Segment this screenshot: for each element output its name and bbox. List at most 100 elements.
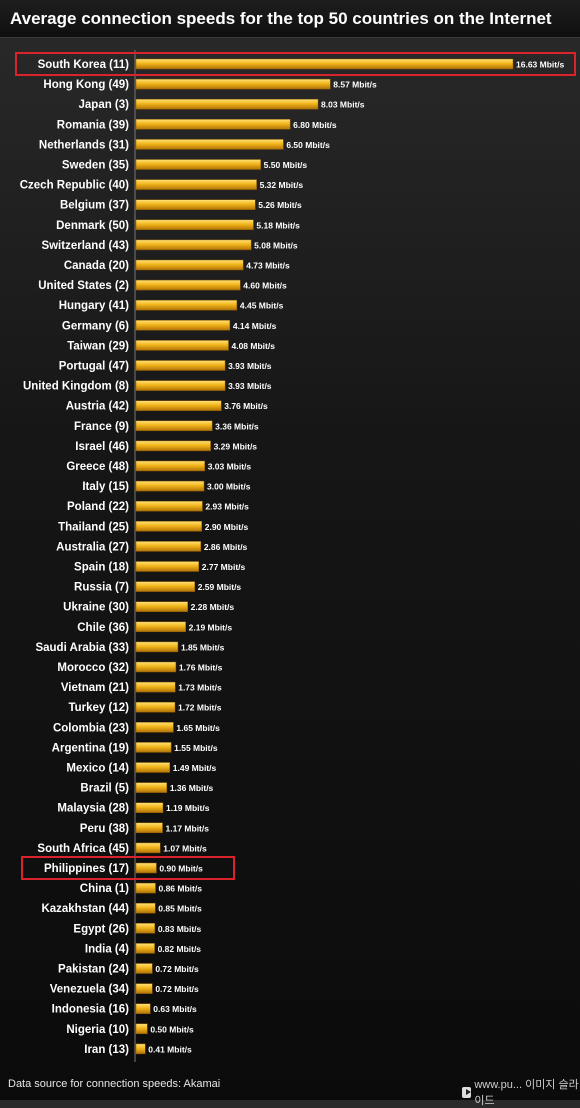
value-label: 0.86 Mbit/s xyxy=(158,884,202,894)
value-label: 1.76 Mbit/s xyxy=(179,663,223,673)
bar xyxy=(135,681,176,693)
category-label: United States (2) xyxy=(38,280,129,292)
value-label: 0.72 Mbit/s xyxy=(155,964,199,974)
bar xyxy=(135,661,177,673)
bar xyxy=(135,420,213,432)
category-label: Canada (20) xyxy=(64,260,129,272)
category-label: Argentina (19) xyxy=(52,742,129,754)
bar xyxy=(135,380,226,391)
value-label: 3.93 Mbit/s xyxy=(228,381,272,391)
value-label: 8.57 Mbit/s xyxy=(333,80,377,90)
value-label: 2.28 Mbit/s xyxy=(191,602,235,612)
bar xyxy=(135,360,226,371)
category-label: Switzerland (43) xyxy=(41,240,129,252)
bar xyxy=(135,279,241,291)
bar xyxy=(135,722,174,733)
bar xyxy=(135,219,254,231)
category-label: Greece (48) xyxy=(66,461,129,473)
bar xyxy=(135,983,153,994)
bar xyxy=(135,701,176,713)
value-label: 5.32 Mbit/s xyxy=(260,180,304,190)
chart-title: Average connection speeds for the top 50… xyxy=(0,0,580,38)
bar xyxy=(135,842,161,854)
category-label: Mexico (14) xyxy=(66,763,129,775)
category-label: Philippines (17) xyxy=(44,863,129,875)
category-label: Thailand (25) xyxy=(58,521,129,533)
bar xyxy=(135,782,168,793)
value-label: 4.14 Mbit/s xyxy=(233,321,277,331)
bar xyxy=(135,500,203,512)
category-label: France (9) xyxy=(74,421,129,433)
value-label: 1.73 Mbit/s xyxy=(178,683,222,693)
value-label: 0.90 Mbit/s xyxy=(159,864,203,874)
value-label: 2.86 Mbit/s xyxy=(204,542,248,552)
bar xyxy=(135,742,172,753)
category-label: Venezuela (34) xyxy=(50,984,129,996)
bar xyxy=(135,621,186,633)
value-label: 1.65 Mbit/s xyxy=(176,723,220,733)
bar xyxy=(135,78,331,90)
category-label: Ukraine (30) xyxy=(63,602,129,614)
value-label: 0.41 Mbit/s xyxy=(148,1044,192,1054)
value-label: 2.59 Mbit/s xyxy=(198,582,242,592)
value-label: 1.72 Mbit/s xyxy=(178,703,222,713)
value-label: 3.76 Mbit/s xyxy=(224,401,268,411)
value-label: 3.03 Mbit/s xyxy=(208,462,252,472)
bar xyxy=(135,199,256,210)
value-label: 5.08 Mbit/s xyxy=(254,240,298,250)
value-label: 0.63 Mbit/s xyxy=(153,1004,197,1014)
bar xyxy=(135,581,195,592)
bar xyxy=(135,58,514,70)
bar xyxy=(135,139,284,150)
bar xyxy=(135,923,156,934)
category-label: Hungary (41) xyxy=(59,300,129,312)
category-label: Denmark (50) xyxy=(56,220,129,232)
play-icon xyxy=(462,1086,472,1098)
value-label: 8.03 Mbit/s xyxy=(321,100,365,110)
bar xyxy=(135,963,153,974)
value-label: 4.08 Mbit/s xyxy=(231,341,275,351)
category-label: South Africa (45) xyxy=(37,843,129,855)
value-label: 3.93 Mbit/s xyxy=(228,361,272,371)
category-label: Malaysia (28) xyxy=(57,803,129,815)
value-label: 1.49 Mbit/s xyxy=(173,763,217,773)
value-label: 0.83 Mbit/s xyxy=(158,924,202,934)
value-label: 1.55 Mbit/s xyxy=(174,743,218,753)
category-label: Japan (3) xyxy=(79,99,130,111)
highlight-box xyxy=(15,52,576,76)
category-label: Russia (7) xyxy=(74,582,129,594)
category-label: Pakistan (24) xyxy=(58,964,129,976)
value-label: 0.82 Mbit/s xyxy=(158,944,202,954)
bar xyxy=(135,802,164,813)
watermark: www.pu... 이미지 슬라이드 xyxy=(462,1076,580,1108)
value-label: 0.50 Mbit/s xyxy=(150,1024,194,1034)
value-label: 6.80 Mbit/s xyxy=(293,120,337,130)
category-label: South Korea (11) xyxy=(38,59,130,71)
category-label: Romania (39) xyxy=(57,119,129,131)
value-label: 1.07 Mbit/s xyxy=(163,843,207,853)
bar xyxy=(135,1003,151,1014)
value-label: 2.19 Mbit/s xyxy=(189,622,233,632)
value-label: 1.19 Mbit/s xyxy=(166,803,210,813)
category-label: Netherlands (31) xyxy=(39,139,129,151)
bar xyxy=(135,340,229,351)
bar xyxy=(135,1043,146,1055)
bar xyxy=(135,521,202,532)
category-label: Egypt (26) xyxy=(73,923,129,935)
category-label: China (1) xyxy=(80,883,129,895)
category-label: Belgium (37) xyxy=(60,200,129,212)
bar xyxy=(135,762,171,773)
category-label: Morocco (32) xyxy=(57,662,129,674)
bar xyxy=(135,299,238,311)
category-label: Kazakhstan (44) xyxy=(41,903,129,915)
bar xyxy=(135,98,319,110)
category-label: Colombia (23) xyxy=(53,722,129,734)
category-label: Iran (13) xyxy=(84,1044,129,1056)
category-label: Czech Republic (40) xyxy=(20,180,129,192)
value-label: 16.63 Mbit/s xyxy=(516,60,564,70)
value-label: 2.77 Mbit/s xyxy=(202,562,246,572)
category-label: Taiwan (29) xyxy=(67,340,129,352)
category-label: India (4) xyxy=(85,943,129,955)
bar xyxy=(135,259,244,271)
